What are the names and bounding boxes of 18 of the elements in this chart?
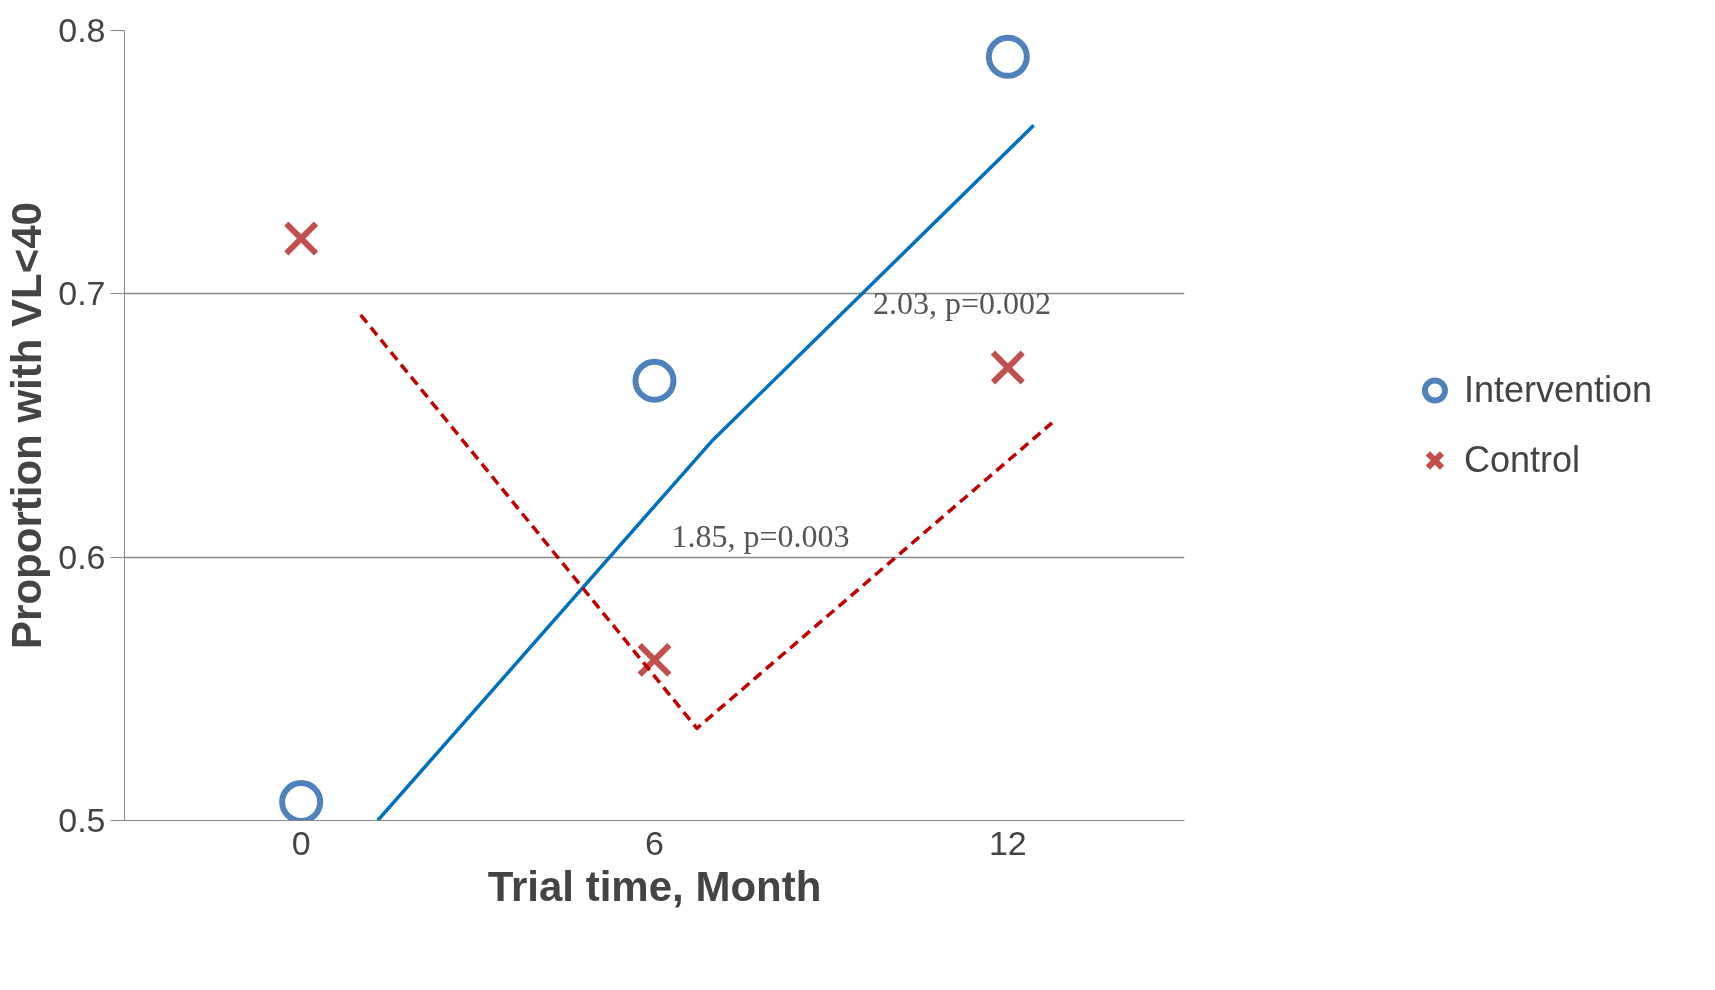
point (283, 220, 320, 257)
annotation: 2.03, p=0.002 (872, 285, 1051, 322)
y-tick-label: 0.8 (58, 11, 106, 49)
point (636, 642, 673, 678)
y-tick-label: 0.5 (58, 801, 106, 839)
y-tick-label: 0.7 (58, 274, 106, 313)
point (989, 349, 1026, 386)
x-tick-label: 6 (645, 823, 664, 862)
x-axis-title: Trial time, Month (487, 862, 822, 910)
y-tick-label: 0.6 (58, 537, 106, 576)
point (985, 34, 1030, 79)
point (632, 358, 677, 403)
y-axis-title: Proportion with VL<40 (3, 202, 51, 649)
x-tick-label: 0 (291, 823, 311, 862)
x-tick-label: 12 (988, 823, 1027, 862)
legend-label: Intervention (1463, 368, 1653, 412)
legend-label: Control (1463, 438, 1580, 482)
annotation: 1.85, p=0.003 (671, 518, 850, 555)
